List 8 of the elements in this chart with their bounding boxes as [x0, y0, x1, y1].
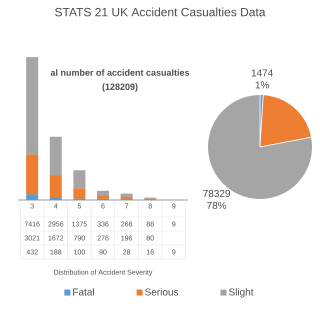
data-label: 1474 1% — [252, 69, 273, 88]
legend-label: Slight — [228, 288, 254, 298]
annotation: (128209) — [102, 83, 138, 92]
data-label: 78329 78% — [203, 190, 230, 210]
annotation: al number of accident casualties — [50, 69, 190, 76]
legend-label: Fatal — [73, 288, 94, 296]
chart-title: STATS 21 UK Accident Casualties Data — [55, 8, 266, 16]
legend-label: Serious — [145, 288, 178, 296]
